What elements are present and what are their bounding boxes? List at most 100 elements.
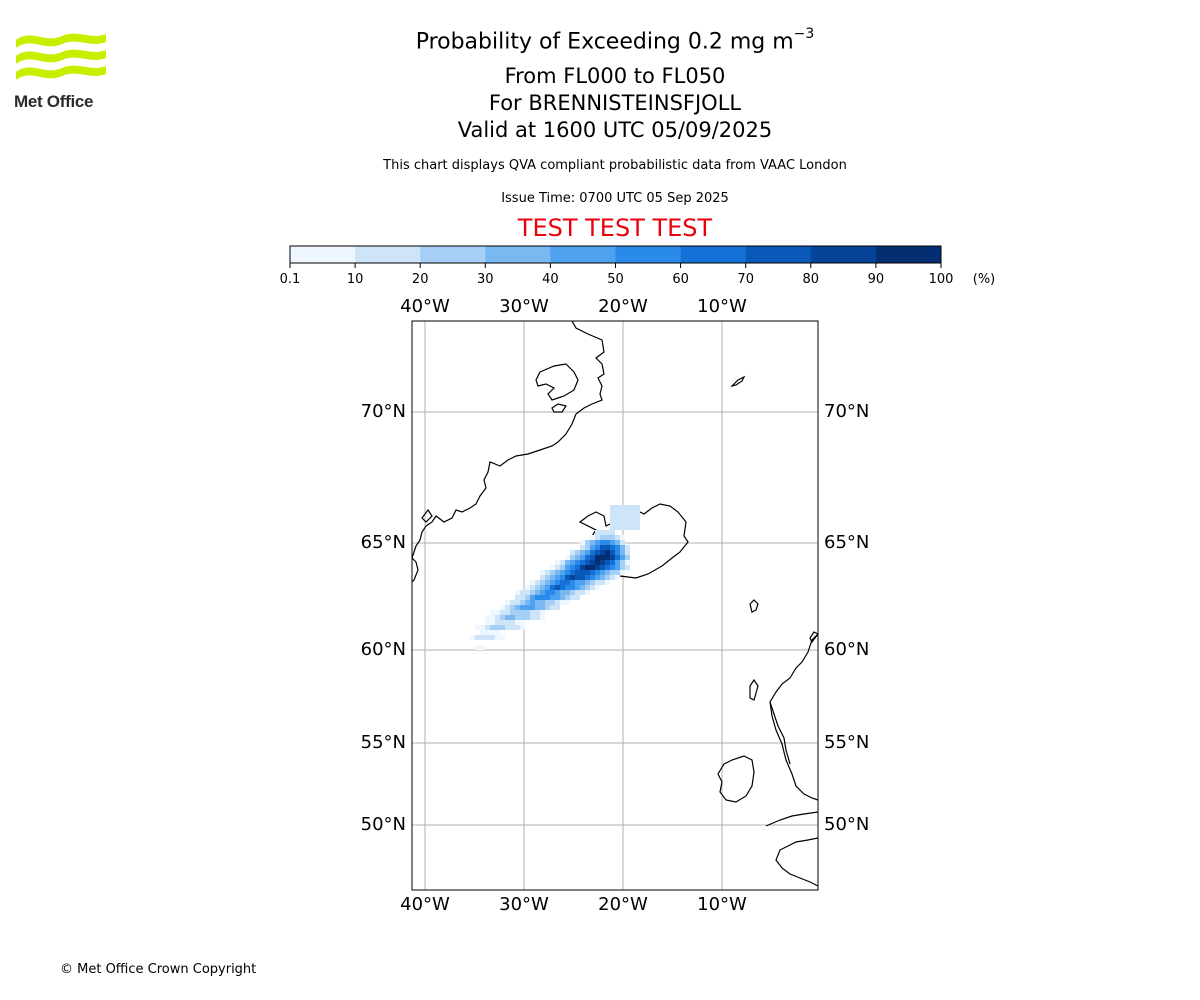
probability-cell	[475, 625, 480, 630]
probability-cell	[605, 580, 610, 585]
probability-cell	[620, 535, 625, 540]
probability-cell	[610, 545, 615, 550]
probability-cell	[605, 540, 610, 545]
probability-cell	[605, 555, 610, 560]
lon-label-bottom-20w: 20°W	[598, 894, 648, 915]
probability-cell	[595, 550, 600, 555]
probability-cell	[550, 590, 555, 595]
probability-cell	[605, 535, 610, 540]
probability-cell	[525, 605, 530, 610]
probability-cell	[560, 575, 565, 580]
probability-cell	[560, 600, 565, 605]
lat-label-right-55n: 55°N	[824, 732, 869, 753]
probability-cell	[525, 595, 530, 600]
probability-cell	[545, 570, 550, 575]
probability-cell	[520, 620, 525, 625]
probability-cell	[535, 600, 540, 605]
probability-cell	[565, 565, 570, 570]
probability-cell	[625, 550, 630, 555]
probability-cell	[495, 610, 500, 615]
probability-cell	[545, 575, 550, 580]
probability-cell	[575, 595, 580, 600]
lat-label-right-70n: 70°N	[824, 401, 869, 422]
probability-cell	[530, 615, 535, 620]
probability-cell	[565, 600, 570, 605]
probability-cell	[530, 580, 535, 585]
probability-cell	[555, 570, 560, 575]
probability-cell	[550, 580, 555, 585]
probability-cell	[545, 595, 550, 600]
probability-cell	[590, 545, 595, 550]
probability-cell	[530, 595, 535, 600]
probability-cell	[520, 605, 525, 610]
probability-cell	[610, 550, 615, 555]
probability-cell	[585, 585, 590, 590]
probability-cell	[600, 530, 605, 535]
probability-cell	[505, 610, 510, 615]
probability-cell	[620, 515, 625, 520]
probability-cell	[625, 515, 630, 520]
probability-cell	[615, 525, 620, 530]
probability-cell	[630, 520, 635, 525]
colorbar-cell-5	[615, 246, 682, 263]
probability-cell	[550, 600, 555, 605]
probability-cell	[540, 580, 545, 585]
probability-cell	[620, 555, 625, 560]
probability-cell	[585, 555, 590, 560]
colorbar-cell-4	[550, 246, 616, 263]
probability-cell	[595, 535, 600, 540]
probability-cell	[610, 530, 615, 535]
probability-cell	[580, 560, 585, 565]
probability-cell	[535, 595, 540, 600]
probability-cell	[590, 555, 595, 560]
probability-cell	[620, 560, 625, 565]
probability-cell	[555, 590, 560, 595]
probability-cell	[505, 620, 510, 625]
probability-cell	[610, 565, 615, 570]
probability-cell	[565, 555, 570, 560]
probability-cell	[615, 555, 620, 560]
probability-cell	[545, 600, 550, 605]
map-frame	[411, 320, 819, 891]
probability-cell	[605, 575, 610, 580]
lat-label-right-65n: 65°N	[824, 532, 869, 553]
probability-cell	[625, 510, 630, 515]
probability-cell	[590, 560, 595, 565]
probability-cell	[520, 610, 525, 615]
probability-cell	[625, 560, 630, 565]
colorbar-cell-9	[875, 246, 942, 263]
probability-cell	[575, 550, 580, 555]
probability-cell	[610, 555, 615, 560]
probability-cell	[590, 565, 595, 570]
probability-cell	[480, 625, 485, 630]
probability-cell	[520, 615, 525, 620]
probability-cell	[605, 545, 610, 550]
probability-cell	[570, 560, 575, 565]
probability-cell	[625, 565, 630, 570]
probability-cell	[615, 520, 620, 525]
colorbar-tick-label: 50	[607, 272, 624, 287]
colorbar-cell-6	[680, 246, 747, 263]
probability-cell	[495, 620, 500, 625]
probability-cell	[570, 580, 575, 585]
lat-label-right-50n: 50°N	[824, 814, 869, 835]
probability-cell	[600, 535, 605, 540]
probability-cell	[585, 580, 590, 585]
probability-cell	[570, 590, 575, 595]
probability-cell	[505, 615, 510, 620]
probability-cell	[520, 595, 525, 600]
probability-cell	[615, 535, 620, 540]
colorbar-tick-label: 40	[542, 272, 559, 287]
probability-cell	[570, 585, 575, 590]
probability-cell	[580, 540, 585, 545]
coastline-greenland	[412, 321, 605, 559]
probability-cell	[570, 555, 575, 560]
probability-field	[470, 505, 640, 650]
colorbar-cell-3	[485, 246, 551, 263]
probability-cell	[545, 580, 550, 585]
probability-cell	[595, 580, 600, 585]
probability-cell	[590, 575, 595, 580]
chart-title-text: Probability of Exceeding 0.2 mg m	[415, 29, 794, 55]
probability-cell	[550, 570, 555, 575]
probability-cell	[580, 550, 585, 555]
